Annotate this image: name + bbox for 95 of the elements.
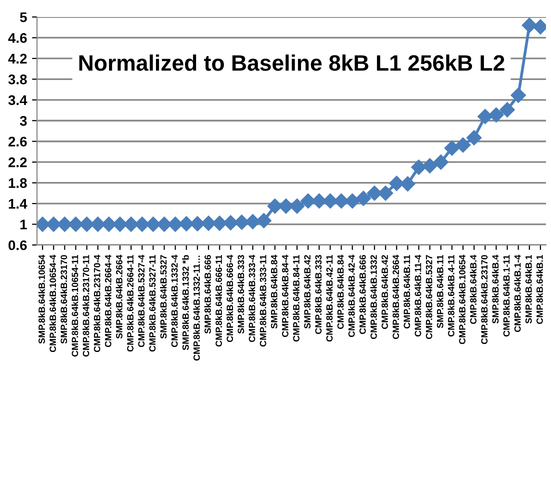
x-tick-label: CMP.8kB.64kB.666-4 bbox=[226, 254, 234, 342]
point bbox=[411, 160, 426, 175]
x-tick-label: CMP.8kB.64kB.1-4 bbox=[514, 254, 521, 332]
x-tick-label: SMP.8kB.64kB.23170 bbox=[60, 255, 68, 344]
x-tick-label: CMP.8kB.64kB.84-11 bbox=[292, 254, 300, 342]
point bbox=[344, 193, 360, 209]
point bbox=[433, 154, 448, 170]
point bbox=[510, 88, 526, 103]
point bbox=[444, 140, 460, 156]
x-tick-label: CMP.8kB.64kB.2664-4 bbox=[104, 254, 112, 348]
x-tick-label: CMP.8kB.64kB.42 bbox=[381, 255, 388, 329]
point bbox=[300, 193, 316, 209]
y-tick-label: 4.2 bbox=[8, 54, 27, 64]
x-tick-label: CMP.8kB.64kB.2664-11 bbox=[126, 254, 134, 352]
point bbox=[234, 214, 250, 230]
x-tick-label: CMP.8kB.64kB.11 bbox=[403, 254, 410, 328]
x-tick-label: CMP.8kB.64kB.5327 bbox=[426, 255, 432, 339]
x-tick-label: CMP.8kB.64kB.23170 bbox=[480, 255, 488, 344]
x-tick-label: CMP.8kB.64kB.23170-11 bbox=[82, 254, 90, 357]
x-tick-label: CMP.8kB.64kB.333-11 bbox=[260, 254, 266, 347]
x-tick-label: CMP.8kB.64kB.10654 bbox=[458, 254, 466, 344]
y-tick-label: 5 bbox=[20, 12, 27, 22]
x-tick-label: CMP.8kB.64kB.1332-11… bbox=[193, 256, 200, 361]
point bbox=[466, 130, 482, 146]
x-tick-label: SMP.8kB.64kB.1 bbox=[525, 254, 532, 324]
point bbox=[312, 193, 327, 209]
point bbox=[146, 216, 161, 232]
point bbox=[168, 216, 183, 232]
y-tick-label: 3.8 bbox=[8, 74, 27, 84]
text: Normalized to Baseline 8kB L1 256kB L2 bbox=[79, 54, 504, 71]
point bbox=[101, 216, 116, 232]
y-tick-label: 3.4 bbox=[8, 95, 28, 106]
x-tick-label: SMP.8kB.64kB.5327 bbox=[160, 255, 167, 339]
x-tick-label: CMP.8kB.64kB.666 bbox=[359, 255, 366, 334]
x-tick-label: CMP.8kB.64kB.10654-11 bbox=[72, 254, 78, 357]
point bbox=[79, 216, 94, 232]
x-tick-label: CMP.8kB.64kB.84-4 bbox=[282, 254, 288, 337]
x-tick-label: CMP.8kB.64kB.5327-11 bbox=[148, 254, 156, 352]
point bbox=[256, 213, 272, 228]
x-tick-label: SMP.8kB.64kB.84 bbox=[270, 254, 278, 329]
x-tick-label: CMP.8kB.64kB.333-4 bbox=[248, 254, 256, 342]
x-tick-label: CMP.8kB.64kB.333 bbox=[314, 255, 322, 334]
y-tick-label: 2.6 bbox=[8, 136, 27, 147]
point bbox=[134, 216, 150, 232]
point bbox=[90, 216, 106, 232]
point bbox=[223, 215, 238, 230]
x-tick-label: SMP.8kB.64kB.11 bbox=[436, 254, 444, 328]
y-tick-label: 1 bbox=[20, 220, 27, 230]
point bbox=[178, 216, 194, 232]
x-tick-label: SMP.8kB.64kB.4 bbox=[492, 254, 499, 324]
x-tick-label: CMP.8kB.64kB.666-11 bbox=[215, 254, 222, 347]
x-tick-label: CMP.8kB.64kB.84 bbox=[337, 254, 344, 329]
x-tick-label: CMP.8kB.64kB.2664 bbox=[392, 254, 400, 339]
x-tick-label: CMP.8kB.64kB.1 bbox=[536, 254, 543, 324]
x-tick-label: SMP.8kB.64kB.42 bbox=[304, 255, 311, 329]
x-tick-label: CMP.8kB.64kB.23170-4 bbox=[94, 254, 100, 352]
point bbox=[46, 216, 62, 232]
x-tick-label: SMP.8kB.64kB.2664 bbox=[116, 254, 122, 339]
point bbox=[422, 158, 438, 174]
x-tick-label: SMP.8kB.64kB.1332 *b bbox=[182, 255, 189, 350]
x-tick-label: CMP.8kB.64kB.42-11 bbox=[326, 254, 333, 342]
y-tick-label: 0.6 bbox=[8, 240, 27, 250]
point bbox=[334, 193, 349, 209]
x-tick-label: CMP.8kB.64kB.4 bbox=[470, 254, 476, 324]
point bbox=[522, 18, 537, 33]
point bbox=[488, 107, 504, 123]
point bbox=[68, 216, 84, 232]
x-tick-label: SMP.8kB.64kB.10654 bbox=[38, 254, 45, 344]
point bbox=[245, 214, 260, 230]
x-tick-label: CMP.8kB.64kB.42-4 bbox=[348, 254, 355, 337]
point bbox=[57, 216, 72, 232]
x-tick-label: CMP.8kB.64kB.4-11 bbox=[448, 254, 454, 336]
y-tick-label: 3 bbox=[20, 116, 27, 126]
x-tick-label: CMP.8kB.64kB.1332 bbox=[370, 255, 377, 339]
x-tick-label: CMP.8kB.64kB.10654-4 bbox=[49, 254, 56, 352]
y-tick-label: 1.4 bbox=[8, 199, 28, 209]
x-tick-label: SMP.8kB.64kB.333 bbox=[238, 255, 244, 334]
x-tick-label: CMP.8kB.64kB.11-4 bbox=[414, 254, 422, 336]
x-tick-label: SMP.8kB.64kB.666 bbox=[204, 255, 211, 334]
x-tick-label: CMP.8kB.64kB.1-11 bbox=[503, 254, 510, 336]
point bbox=[478, 108, 493, 124]
y-tick-label: 4.6 bbox=[8, 33, 27, 43]
point bbox=[267, 198, 282, 214]
x-tick-label: CMP.8kB.64kB.1332-4 bbox=[171, 254, 178, 348]
point bbox=[212, 216, 228, 231]
point bbox=[322, 193, 338, 209]
y-tick-label: 1.8 bbox=[8, 178, 27, 188]
point bbox=[356, 190, 371, 206]
x-tick-label: CMP.8kB.64kB.5327-4 bbox=[138, 254, 145, 348]
point bbox=[400, 176, 416, 192]
y-tick-label: 2.2 bbox=[8, 157, 27, 168]
point bbox=[500, 102, 515, 118]
point bbox=[389, 176, 404, 191]
point bbox=[455, 137, 471, 153]
point bbox=[156, 216, 172, 232]
